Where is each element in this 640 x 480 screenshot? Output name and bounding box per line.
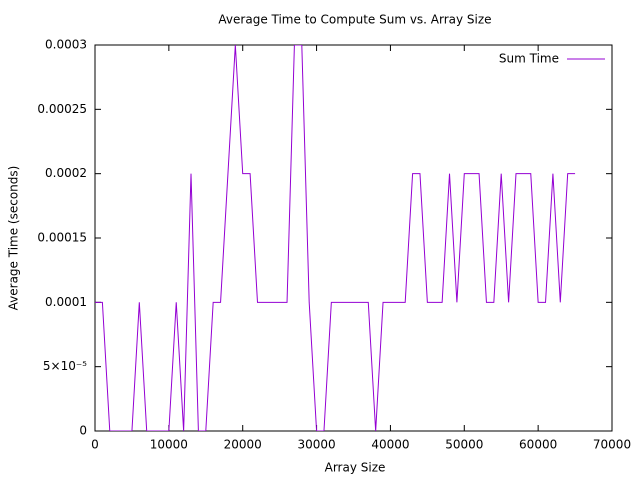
y-tick-label: 0.00025 bbox=[37, 102, 87, 116]
chart-title: Average Time to Compute Sum vs. Array Si… bbox=[218, 13, 491, 27]
data-line bbox=[95, 45, 576, 431]
x-tick-label: 10000 bbox=[150, 438, 188, 452]
y-tick-label: 0.0003 bbox=[45, 38, 87, 52]
y-tick-label: 0 bbox=[79, 424, 87, 438]
x-tick-label: 70000 bbox=[593, 438, 631, 452]
x-tick-label: 60000 bbox=[519, 438, 557, 452]
x-tick-label: 50000 bbox=[445, 438, 483, 452]
x-tick-label: 20000 bbox=[224, 438, 262, 452]
y-axis-label: Average Time (seconds) bbox=[7, 166, 21, 311]
y-tick-label: 0.00015 bbox=[37, 231, 87, 245]
y-tick-label: 0.0002 bbox=[45, 166, 87, 180]
x-tick-label: 30000 bbox=[297, 438, 335, 452]
x-tick-label: 0 bbox=[91, 438, 99, 452]
legend-label: Sum Time bbox=[499, 52, 559, 66]
x-tick-label: 40000 bbox=[371, 438, 409, 452]
x-axis-label: Array Size bbox=[325, 461, 386, 475]
y-tick-label: 5×10⁻⁵ bbox=[43, 359, 87, 373]
y-tick-label: 0.0001 bbox=[45, 295, 87, 309]
